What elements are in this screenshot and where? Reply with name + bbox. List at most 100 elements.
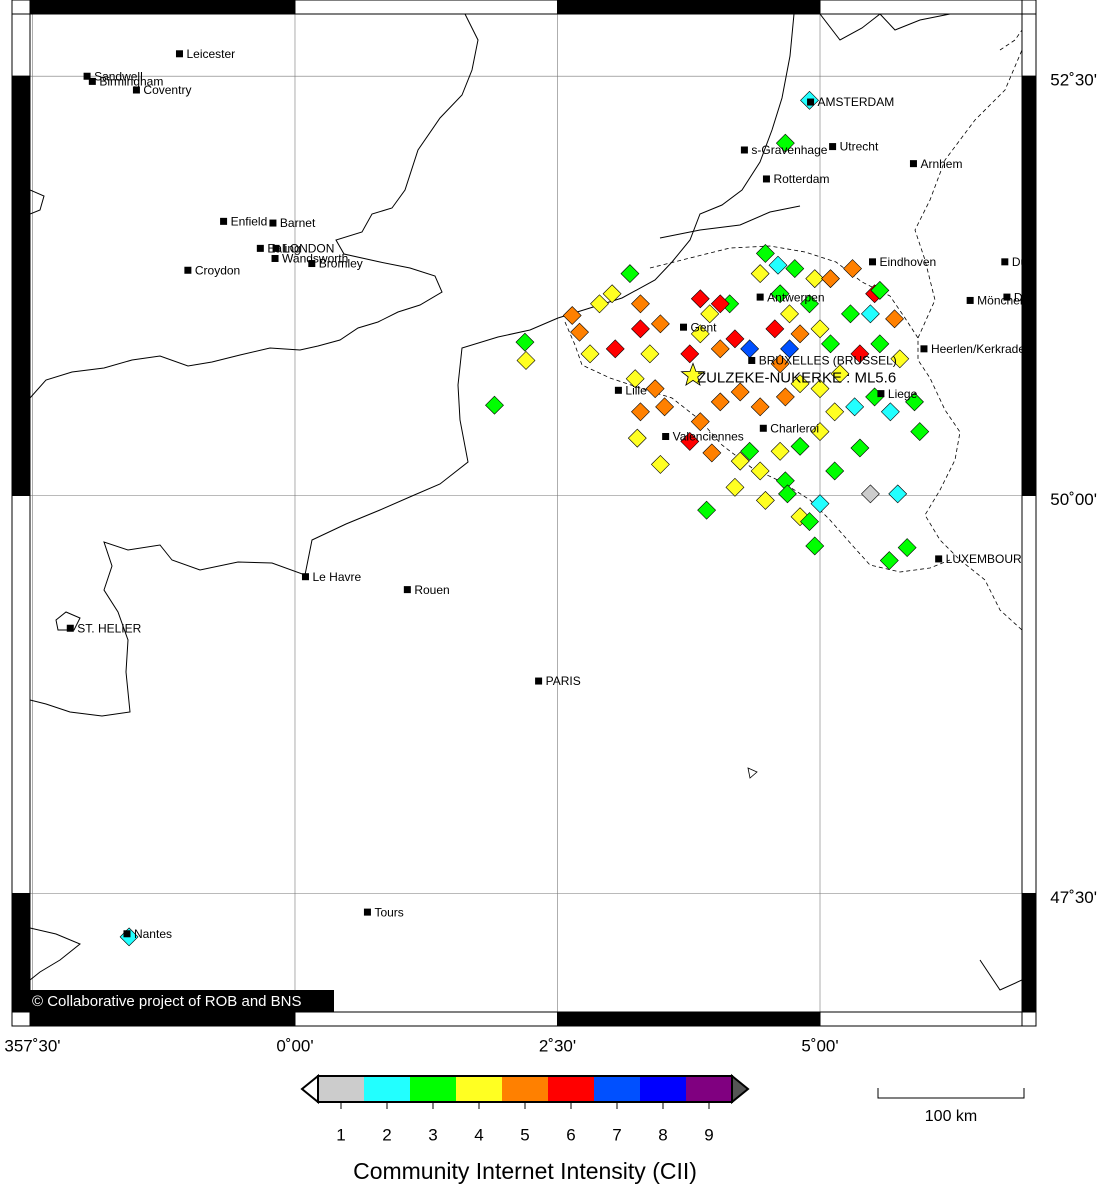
river	[979, 959, 1022, 991]
city-label: BRUXELLES (BRUSSEL)	[759, 354, 897, 368]
city-marker	[123, 930, 131, 938]
city-marker	[403, 586, 411, 594]
city-marker	[1003, 293, 1011, 301]
city-label: Eindhoven	[880, 255, 937, 269]
city-marker	[877, 390, 885, 398]
intensity-diamond	[750, 461, 770, 481]
lon-tick-label: 2˚30'	[539, 1036, 576, 1055]
epicenter-label: ZULZEKE-NUKERKE : ML5.6	[697, 369, 896, 386]
city-label: Rotterdam	[773, 172, 829, 186]
coastline	[55, 611, 81, 631]
intensity-diamond	[602, 284, 622, 304]
frame-corner	[11, 1011, 31, 1027]
intensity-diamond	[768, 255, 788, 275]
city-marker	[83, 72, 91, 80]
basemap	[30, 14, 1022, 991]
city-marker	[869, 258, 877, 266]
intensity-diamond	[805, 536, 825, 556]
intensity-diamond	[870, 334, 890, 354]
intensity-diamond	[821, 334, 840, 354]
frame-bar	[11, 494, 31, 894]
coastline	[30, 14, 479, 399]
intensity-diamond	[740, 441, 760, 461]
frame-bar	[1021, 494, 1037, 894]
city-marker	[935, 555, 943, 563]
city-marker	[175, 50, 183, 58]
city-marker	[966, 296, 974, 304]
legend-swatch	[364, 1076, 410, 1102]
intensity-diamond	[655, 397, 675, 417]
frame-bar	[556, 0, 821, 15]
intensity-diamond	[830, 364, 850, 384]
intensity-diamond	[770, 441, 790, 461]
city-label: Gent	[691, 320, 718, 334]
intensity-diamond	[631, 402, 650, 422]
intensity-diamond	[697, 500, 717, 520]
intensity-diamond	[775, 387, 795, 407]
intensity-diamond	[750, 264, 770, 284]
legend-swatch	[410, 1076, 456, 1102]
city-label: Croydon	[195, 263, 240, 277]
intensity-diamond	[562, 306, 582, 325]
intensity-diamond	[620, 264, 640, 284]
city-label: Nantes	[134, 927, 172, 941]
country-border	[959, 559, 1022, 631]
coastline	[557, 14, 795, 319]
frame-bar	[11, 13, 31, 77]
legend-tick-label: 3	[428, 1125, 437, 1144]
legend-swatch	[686, 1076, 732, 1102]
city-label: Enfield	[231, 215, 268, 229]
legend-tick-label: 9	[704, 1125, 713, 1144]
city-marker	[308, 260, 316, 268]
intensity-diamond	[879, 551, 899, 570]
intensity-diamond	[755, 244, 775, 263]
intensity-diamond	[897, 538, 917, 557]
intensity-diamond	[821, 269, 840, 289]
epicenter-star	[680, 362, 706, 387]
legend-tick-label: 8	[658, 1125, 667, 1144]
city-label: Charleroi	[770, 421, 819, 435]
city-marker	[807, 98, 815, 106]
city-label: ST. HELIER	[77, 621, 141, 635]
intensity-diamond	[631, 319, 650, 339]
city-label: PARIS	[546, 674, 581, 688]
intensity-diamond	[800, 294, 819, 314]
intensity-diamond	[790, 436, 810, 456]
city-label: LONDON	[283, 242, 334, 256]
intensity-diamond	[825, 461, 845, 481]
frame-bar	[819, 0, 1023, 15]
intensity-diamond	[810, 494, 830, 514]
intensity-diamond	[605, 339, 625, 359]
city-marker	[740, 146, 748, 154]
intensity-diamond	[700, 304, 720, 324]
intensity-diamond	[850, 438, 870, 458]
intensity-diamond	[800, 512, 819, 531]
intensity-diamond	[650, 314, 670, 334]
frame-bar	[819, 1011, 1023, 1027]
city-marker	[680, 323, 688, 331]
intensity-diamond	[841, 304, 860, 324]
intensity-diamond	[730, 451, 750, 471]
map-frame	[11, 0, 1037, 1027]
frame-corner	[1021, 0, 1037, 15]
intensity-diamond	[845, 397, 865, 417]
intensity-diamond	[905, 392, 924, 412]
intensity-diamond	[750, 397, 770, 417]
frame-bar	[556, 1011, 821, 1027]
city-label: Wandsworth	[282, 252, 348, 266]
legend-swatch	[548, 1076, 594, 1102]
intensity-diamond	[778, 484, 797, 504]
city-marker	[271, 254, 279, 262]
lat-tick-label: 52˚30'	[1050, 71, 1097, 90]
copyright-box	[25, 990, 334, 1012]
city-marker	[184, 266, 192, 274]
city-marker	[132, 86, 140, 94]
city-label: Mönchen	[977, 294, 1026, 308]
city-marker	[220, 217, 228, 225]
intensity-diamond	[850, 344, 870, 364]
intensity-diamond	[516, 351, 536, 370]
intensity-diamond	[888, 484, 908, 504]
city-marker	[614, 386, 622, 394]
city-label: Le Havre	[312, 570, 361, 584]
intensity-diamond	[690, 324, 710, 344]
